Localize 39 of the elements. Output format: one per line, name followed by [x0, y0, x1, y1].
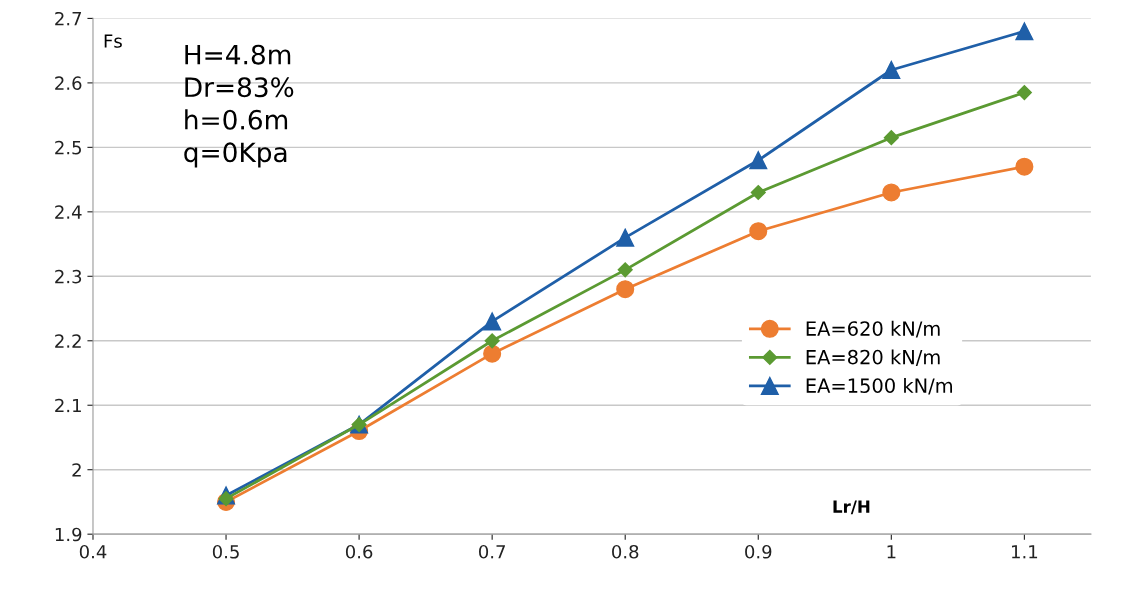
point: [616, 228, 635, 247]
point: [882, 183, 901, 202]
x-tick-label: 1.1: [1012, 545, 1038, 559]
point: [883, 130, 899, 146]
x-tick-label: 0.7: [478, 544, 505, 559]
y-tick-label: 1.9: [55, 527, 82, 542]
y-tick-label: 2.4: [55, 205, 82, 219]
point: [484, 333, 500, 349]
point: [483, 312, 502, 331]
y-tick-label: 2.7: [55, 11, 82, 26]
y-tick-label: 2.6: [55, 76, 82, 91]
x-tick-label: 1: [887, 545, 896, 559]
x-tick-label: 0.9: [745, 544, 772, 559]
x-tick-label: 0.4: [79, 544, 107, 559]
y-tick-label: 2: [72, 463, 81, 477]
point: [1015, 157, 1034, 176]
x-tick-label: 0.8: [612, 544, 639, 559]
point: [218, 491, 234, 507]
point: [617, 262, 633, 278]
point: [750, 184, 766, 201]
y-tick-label: 2.3: [55, 269, 82, 284]
point: [1016, 84, 1032, 101]
x-tick-label: 0.5: [212, 544, 239, 559]
point: [1015, 22, 1034, 41]
point: [882, 60, 901, 80]
legend-label: EA=1500 kN/m: [806, 377, 953, 395]
legend-label: EA=820 kN/m: [806, 349, 940, 366]
y-tick-label: 2.5: [55, 140, 81, 155]
x-tick-label: 0.6: [345, 544, 373, 559]
point: [749, 222, 768, 241]
x-axis-title: Lr/H: [833, 500, 870, 515]
y-axis-title: Fs: [104, 34, 122, 48]
point: [749, 151, 768, 170]
y-tick-label: 2.2: [55, 334, 81, 348]
y-tick-label: 2.1: [55, 398, 81, 413]
point: [483, 344, 502, 363]
legend-label: EA=620 kN/m: [806, 320, 940, 338]
annotation: H=4.8m Dr=83% h=0.6m q=0Kpa: [184, 44, 294, 168]
point: [616, 280, 635, 299]
